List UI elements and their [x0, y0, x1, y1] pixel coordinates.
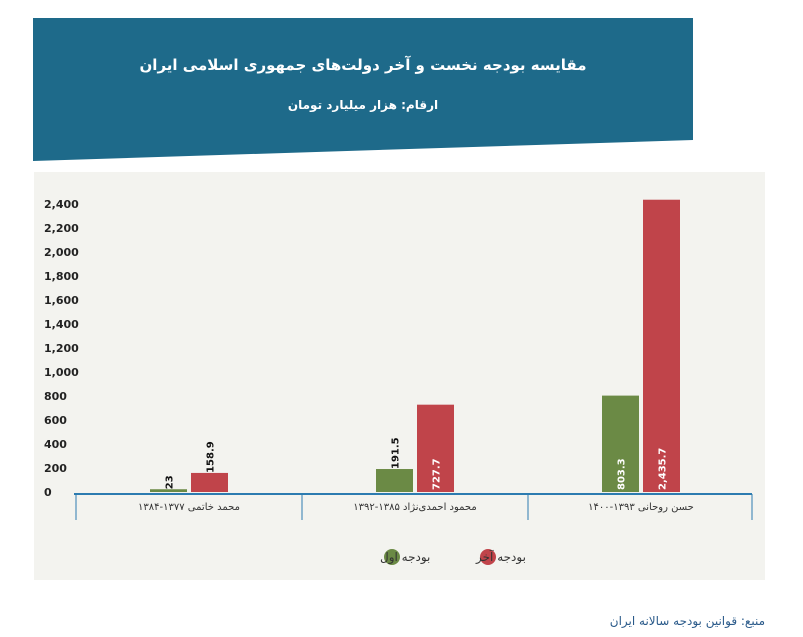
y-tick-label: 1,600: [44, 294, 79, 307]
bar-last-budget: [417, 404, 454, 492]
y-tick-label: 0: [44, 486, 52, 499]
bar-last-budget: [191, 472, 228, 492]
chart-title: مقایسه بودجه نخست و آخر دولت‌های جمهوری …: [139, 56, 587, 74]
legend-label: بودجه آخر: [475, 549, 526, 565]
y-tick-label: 2,200: [44, 222, 79, 235]
legend-label: بودجه اول: [380, 550, 430, 565]
header-background: [33, 18, 693, 161]
y-tick-label: 2,400: [44, 198, 79, 211]
chart-header: مقایسه بودجه نخست و آخر دولت‌های جمهوری …: [33, 18, 693, 161]
data-label: 2,435.7: [658, 448, 669, 490]
bar-first-budget: [376, 469, 413, 492]
source-note: منبع: قوانین بودجه سالانه ایران: [609, 614, 765, 628]
data-label: 191.5: [391, 437, 402, 469]
data-label: 727.7: [432, 458, 443, 490]
y-tick-label: 400: [44, 438, 67, 451]
chart-subtitle: ارقام: هزار میلیارد تومان: [287, 98, 439, 112]
data-label: 23: [165, 475, 176, 489]
bar-chart: 0 200 400 600 800 1,000 1,200 1,400 1,600 1,800 2,…: [44, 198, 753, 565]
x-category-label: حسن روحانی ۱۳۹۳-۱۴۰۰: [588, 502, 694, 513]
x-category-label: محمود احمدی‌نژاد ۱۳۸۵-۱۳۹۲: [353, 502, 477, 513]
y-tick-label: 1,400: [44, 318, 79, 331]
y-tick-label: 1,200: [44, 342, 79, 355]
data-label: 803.3: [617, 458, 628, 490]
y-tick-label: 1,000: [44, 366, 79, 379]
bar-first-budget: [602, 395, 639, 492]
y-tick-label: 600: [44, 414, 67, 427]
data-label: 158.9: [206, 441, 217, 473]
legend-marker: [384, 549, 400, 565]
header-banner: [33, 18, 693, 161]
y-tick-label: 800: [44, 390, 67, 403]
y-tick-label: 200: [44, 462, 67, 475]
legend-marker: [480, 549, 496, 565]
x-category-label: محمد خاتمی ۱۳۷۷-۱۳۸۴: [138, 502, 240, 513]
y-tick-label: 2,000: [44, 246, 79, 259]
y-tick-label: 1,800: [44, 270, 79, 283]
bar-first-budget: [150, 489, 187, 492]
chart-area: 0 200 400 600 800 1,000 1,200 1,400 1,600 1,800 2,…: [34, 172, 765, 580]
bar-last-budget: [643, 199, 680, 492]
